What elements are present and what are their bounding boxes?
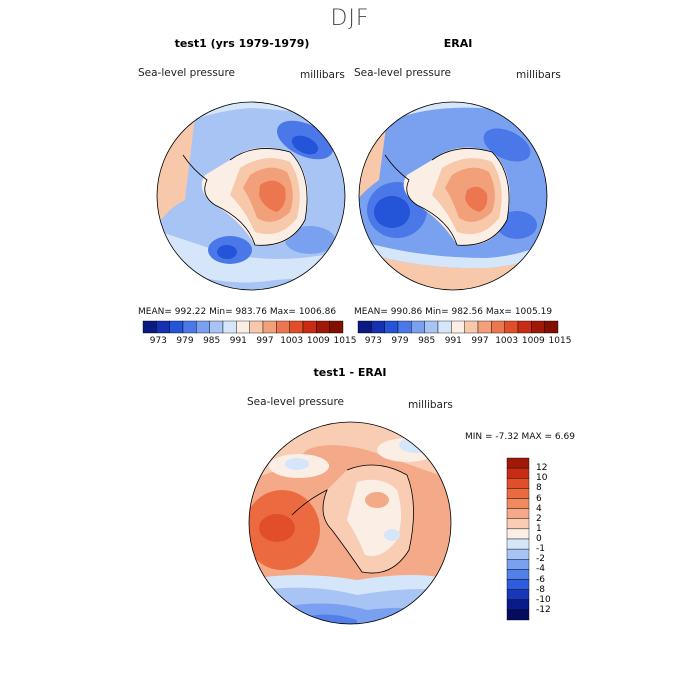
colorbar-swatch — [504, 320, 519, 334]
panel-title-test1: test1 (yrs 1979-1979) — [174, 37, 310, 50]
colorbar-tick-label: -10 — [536, 594, 551, 605]
colorbar-swatch — [196, 320, 210, 334]
colorbar-swatch — [506, 488, 530, 499]
colorbar-tick-label: 997 — [471, 336, 489, 346]
colorbar-swatch — [506, 609, 530, 621]
colorbar-swatch — [506, 589, 530, 600]
colorbar-swatch — [142, 320, 157, 334]
colorbar-tick-label: -8 — [536, 584, 545, 595]
colorbar-swatch — [437, 320, 452, 334]
units-label-diff: millibars — [408, 399, 453, 411]
colorbar-tick-label: 4 — [536, 503, 542, 514]
colorbar-swatch — [357, 320, 372, 334]
colorbar-tick-label: 979 — [176, 336, 194, 346]
polar-map-erai — [358, 101, 548, 291]
colorbar-swatch — [517, 320, 532, 334]
colorbar-tick-label: 1003 — [495, 336, 519, 346]
stats-test1: MEAN= 992.22 Min= 983.76 Max= 1006.86 — [138, 307, 337, 317]
colorbar-tick-label: 985 — [203, 336, 221, 346]
colorbar-swatch — [329, 320, 344, 334]
colorbar-test1 — [142, 320, 344, 334]
colorbar-swatch — [276, 320, 290, 334]
colorbar-swatch — [289, 320, 304, 334]
variable-label-diff: Sea-level pressure — [247, 396, 345, 408]
colorbar-tick-label: 1009 — [306, 336, 330, 346]
colorbar-swatch — [397, 320, 412, 334]
colorbar-swatch — [506, 508, 530, 519]
colorbar-swatch — [424, 320, 439, 334]
colorbar-tick-label: 0 — [536, 534, 542, 544]
colorbar-swatch — [506, 548, 530, 560]
colorbar-swatch — [544, 320, 559, 334]
colorbar-tick-label: 991 — [229, 336, 247, 346]
colorbar-swatch — [506, 559, 530, 570]
colorbar-swatch — [506, 467, 530, 479]
colorbar-ticks-erai: 973 979 985 991 997 1003 1009 1015 — [358, 336, 572, 348]
colorbar-tick-label: 10 — [536, 473, 548, 484]
colorbar-swatch — [156, 320, 170, 334]
colorbar-erai — [357, 320, 559, 334]
polar-map-diff — [248, 421, 452, 625]
colorbar-tick-label: 991 — [444, 336, 462, 346]
units-label-erai: millibars — [516, 69, 561, 81]
colorbar-swatch — [262, 320, 277, 334]
colorbar-swatch — [506, 498, 530, 509]
colorbar-tick-label: 2 — [536, 513, 542, 524]
colorbar-swatch — [506, 528, 530, 540]
colorbar-swatch — [506, 579, 530, 590]
colorbar-tick-label: 1003 — [280, 336, 304, 346]
colorbar-swatch — [302, 320, 317, 334]
colorbar-tick-label: 1 — [536, 523, 542, 534]
polar-map-test1 — [156, 101, 346, 291]
colorbar-swatch — [491, 320, 505, 334]
panel-title-diff: test1 - ERAI — [313, 366, 387, 379]
colorbar-tick-label: 973 — [364, 336, 382, 346]
colorbar-tick-label: 979 — [391, 336, 409, 346]
colorbar-tick-label: -2 — [536, 554, 545, 565]
colorbar-swatch — [371, 320, 385, 334]
variable-label-erai: Sea-level pressure — [354, 67, 452, 79]
colorbar-ticks-diff: 12 10 8 6 4 2 1 0 -1 -2 -4 -6 -8 -10 -12 — [536, 458, 566, 620]
colorbar-tick-label: 1015 — [333, 336, 357, 346]
colorbar-tick-label: 997 — [256, 336, 274, 346]
colorbar-swatch — [464, 320, 479, 334]
colorbar-swatch — [316, 320, 330, 334]
colorbar-swatch — [182, 320, 197, 334]
colorbar-tick-label: -1 — [536, 544, 545, 555]
colorbar-swatch — [451, 320, 465, 334]
colorbar-swatch — [506, 457, 530, 469]
colorbar-swatch — [222, 320, 237, 334]
colorbar-tick-label: 973 — [149, 336, 167, 346]
colorbar-swatch — [506, 538, 530, 550]
colorbar-tick-label: 12 — [536, 463, 548, 474]
colorbar-tick-label: 8 — [536, 483, 542, 494]
colorbar-swatch — [477, 320, 492, 334]
colorbar-tick-label: 6 — [536, 493, 542, 504]
variable-label-test1: Sea-level pressure — [138, 67, 236, 79]
colorbar-tick-label: 985 — [418, 336, 436, 346]
colorbar-tick-label: -4 — [536, 564, 545, 575]
colorbar-swatch — [506, 478, 530, 489]
colorbar-swatch — [506, 518, 530, 530]
colorbar-swatch — [531, 320, 545, 334]
colorbar-swatch — [506, 569, 530, 580]
colorbar-swatch — [209, 320, 224, 334]
colorbar-swatch — [384, 320, 399, 334]
units-label-test1: millibars — [300, 69, 345, 81]
colorbar-swatch — [411, 320, 425, 334]
panel-title-erai: ERAI — [443, 37, 473, 50]
stats-erai: MEAN= 990.86 Min= 982.56 Max= 1005.19 — [354, 307, 553, 317]
colorbar-tick-label: 1009 — [521, 336, 545, 346]
colorbar-tick-label: 1015 — [548, 336, 572, 346]
colorbar-diff — [506, 457, 530, 621]
colorbar-swatch — [249, 320, 264, 334]
colorbar-tick-label: -6 — [536, 574, 545, 585]
main-title: DJF — [330, 6, 370, 31]
colorbar-swatch — [169, 320, 184, 334]
stats-diff: MIN = -7.32 MAX = 6.69 — [465, 432, 575, 442]
colorbar-tick-label: -12 — [536, 604, 551, 615]
colorbar-ticks-test1: 973 979 985 991 997 1003 1009 1015 — [143, 336, 357, 348]
colorbar-swatch — [236, 320, 250, 334]
colorbar-swatch — [506, 599, 530, 611]
